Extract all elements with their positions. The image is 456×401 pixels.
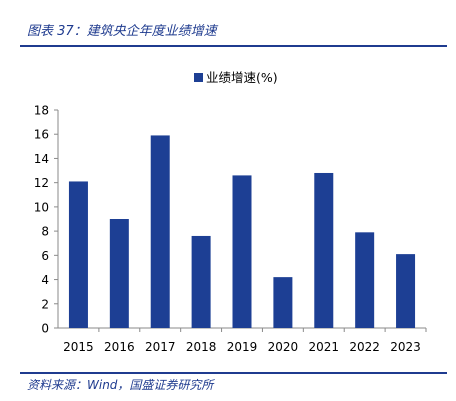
bar-2016 [109,219,129,328]
y-tick-label: 4 [41,273,49,287]
bar-2015 [68,181,88,328]
figure-title: 图表 37：建筑央企年度业绩增速 [27,24,217,39]
y-tick-labels: 0 2 4 6 8 10 12 14 16 18 [34,104,49,336]
legend-label: 业绩增速(%) [206,70,278,85]
x-tick-label: 2020 [268,340,299,354]
y-tick-label: 8 [41,225,49,239]
x-tick-label: 2015 [63,340,94,354]
bar-2017 [150,135,170,328]
bar-2021 [314,172,334,328]
y-tick-label: 16 [34,128,49,142]
bottom-divider [20,372,447,374]
y-tick-label: 6 [41,249,49,263]
x-tick-label: 2017 [145,340,176,354]
bar-2023 [396,254,416,328]
top-divider [20,45,447,47]
bar-2020 [273,277,293,328]
bar-2022 [355,232,375,328]
x-tick-label: 2022 [349,340,380,354]
y-tick-label: 14 [34,152,49,166]
y-tick-label: 2 [41,297,49,311]
x-tick-labels: 2015 2016 2017 2018 2019 2020 2021 2022 2023 [63,340,421,354]
x-tick-label: 2019 [227,340,258,354]
y-tick-label: 18 [34,104,49,118]
bar-2019 [232,175,252,328]
legend-swatch [194,73,203,82]
x-tick-label: 2021 [309,340,340,354]
y-tick-label: 0 [41,322,49,336]
y-tick-label: 12 [34,176,49,190]
source-note: 资料来源：Wind，国盛证券研究所 [27,378,214,392]
y-tick-label: 10 [34,200,49,214]
bars [68,135,416,328]
x-tick-label: 2016 [104,340,135,354]
legend: 业绩增速(%) [194,70,278,85]
x-tick-label: 2023 [390,340,421,354]
x-tick-label: 2018 [186,340,217,354]
bar-2018 [191,235,211,328]
